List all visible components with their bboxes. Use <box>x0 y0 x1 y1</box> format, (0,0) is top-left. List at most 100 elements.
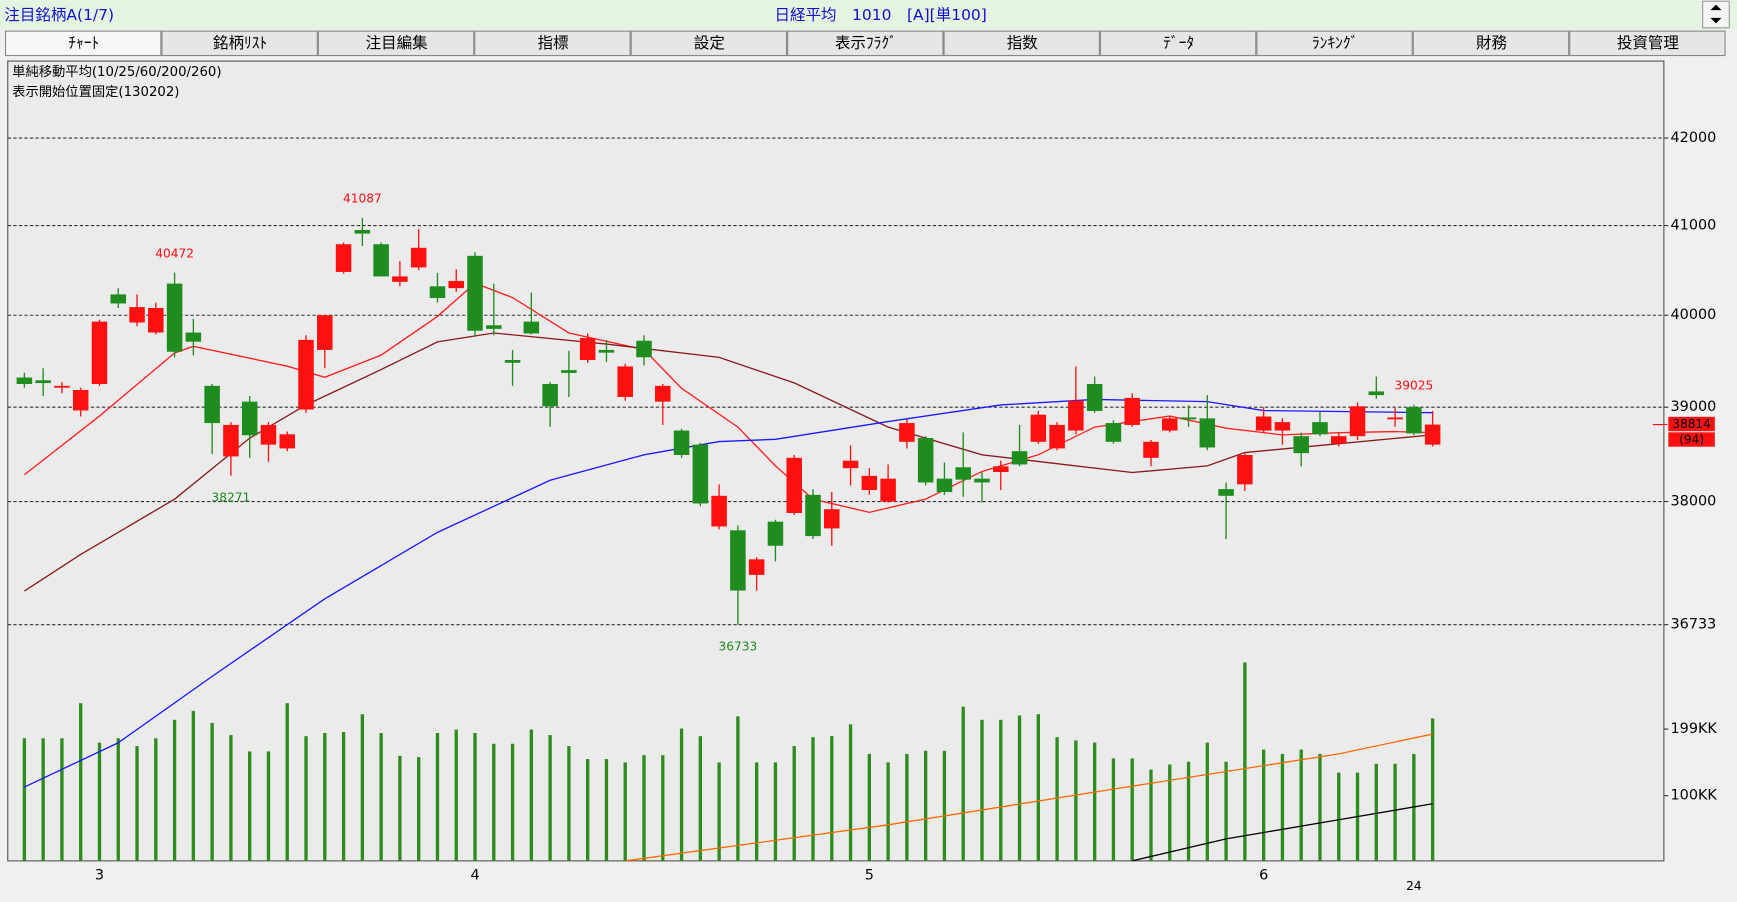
list-label[interactable]: 注目銘柄A(1/7) <box>4 6 114 24</box>
volume-bar <box>492 743 496 861</box>
volume-bar <box>604 759 609 861</box>
volume-bar <box>135 746 139 861</box>
candle-body <box>392 276 408 282</box>
candle-body <box>955 467 971 480</box>
tab[interactable] <box>1412 30 1570 57</box>
volume-bar <box>79 703 83 861</box>
candle-body <box>1180 417 1197 420</box>
volume-bar <box>172 719 177 861</box>
candle-body <box>974 478 990 483</box>
tab-label[interactable]: 設定 <box>694 34 725 52</box>
moving-average-line <box>24 398 1433 788</box>
candle-body <box>1387 417 1403 420</box>
top-bar <box>0 0 1737 31</box>
indicator-note: 単純移動平均(10/25/60/200/260) <box>12 64 221 80</box>
volume-bar <box>886 762 890 861</box>
tab[interactable] <box>474 30 631 57</box>
candle-body <box>523 321 540 334</box>
volume-bar <box>323 733 327 861</box>
candle-body <box>166 283 183 352</box>
candle-body <box>598 349 615 353</box>
candle-body <box>767 521 784 546</box>
candle-body <box>429 286 446 299</box>
tab[interactable] <box>787 30 944 57</box>
volume-bar <box>60 738 64 861</box>
tab[interactable] <box>4 30 162 57</box>
volume-bar <box>41 738 45 861</box>
volume-bar <box>792 746 796 861</box>
candle-body <box>748 559 765 575</box>
volume-bar <box>229 735 233 861</box>
tab-label[interactable]: 銘柄ﾘｽﾄ <box>213 34 267 52</box>
y-tick-label: 41000 <box>1671 218 1717 234</box>
extreme-label: 38271 <box>212 490 251 504</box>
candle-body <box>260 424 277 445</box>
tab-label[interactable]: 表示ﾌﾗｸﾞ <box>835 34 897 52</box>
volume-bar <box>1168 764 1172 861</box>
volume-bar <box>1243 662 1247 861</box>
candle-body <box>617 366 633 397</box>
volume-bar <box>1092 742 1097 861</box>
axes: 42000 41000 40000 39000 38000 36733 199KK 100KK… <box>95 130 1718 893</box>
candle-body <box>298 339 314 410</box>
candle-body <box>448 280 464 289</box>
candle-body <box>204 385 220 424</box>
tab-label[interactable]: 指数 <box>1007 34 1039 52</box>
tab[interactable] <box>1569 30 1726 57</box>
candle-body <box>1312 422 1328 435</box>
volume-bar <box>1261 749 1266 861</box>
candle-body <box>561 370 577 373</box>
candle-body <box>241 401 258 436</box>
candle-body <box>936 478 953 492</box>
candle-body <box>1293 436 1309 454</box>
y-tick-label: 38000 <box>1671 494 1717 510</box>
volume-bar <box>1430 718 1435 861</box>
tab[interactable] <box>943 30 1100 57</box>
volume-bar <box>1111 758 1116 861</box>
x-tick-label: 3 <box>95 867 104 883</box>
tab-label[interactable]: 投資管理 <box>1617 34 1679 52</box>
volume-bar <box>999 719 1003 861</box>
candle-body <box>148 307 164 333</box>
tab[interactable] <box>161 30 318 57</box>
candle-body <box>1368 391 1385 396</box>
candle-body <box>1105 423 1122 442</box>
volume-bar <box>717 762 721 861</box>
volume-tick-label: 100KK <box>1671 788 1718 804</box>
candle-body <box>185 332 202 342</box>
tab-label[interactable]: ﾁｬｰﾄ <box>68 34 99 52</box>
candle-body <box>1237 455 1253 485</box>
volume-bar <box>1074 740 1078 861</box>
tab-label[interactable]: 注目編集 <box>366 34 428 52</box>
volume-bar <box>661 755 665 861</box>
volume-bar <box>1280 753 1285 861</box>
volume-bar <box>529 729 534 861</box>
candle-body <box>824 509 840 529</box>
tab[interactable] <box>1099 30 1257 57</box>
candle-body <box>54 385 70 388</box>
tab-label[interactable]: 指標 <box>537 34 568 52</box>
candle-body <box>1406 407 1422 434</box>
candle-body <box>1143 441 1159 458</box>
tab[interactable] <box>1256 30 1413 57</box>
volume-bar <box>304 736 308 861</box>
volume-bar <box>360 714 365 861</box>
candle-body <box>91 321 108 384</box>
x-tick-label: 5 <box>865 867 874 883</box>
tab[interactable] <box>317 30 475 57</box>
y-tick-label: 40000 <box>1671 307 1717 323</box>
candle-body <box>542 383 558 407</box>
candle-body <box>410 247 427 268</box>
tab-label[interactable]: ﾗﾝｷﾝｸﾞ <box>1312 34 1359 52</box>
tab[interactable] <box>630 30 788 57</box>
candle-body <box>1255 416 1272 431</box>
volume-bar <box>811 737 815 861</box>
extreme-label: 40472 <box>155 246 194 260</box>
candle-body <box>35 380 51 384</box>
volume-ma-line <box>1132 803 1433 861</box>
tab-label[interactable]: ﾃﾞｰﾀ <box>1163 34 1194 52</box>
tab-label[interactable]: 財務 <box>1476 34 1508 52</box>
volume-bar <box>248 751 252 861</box>
